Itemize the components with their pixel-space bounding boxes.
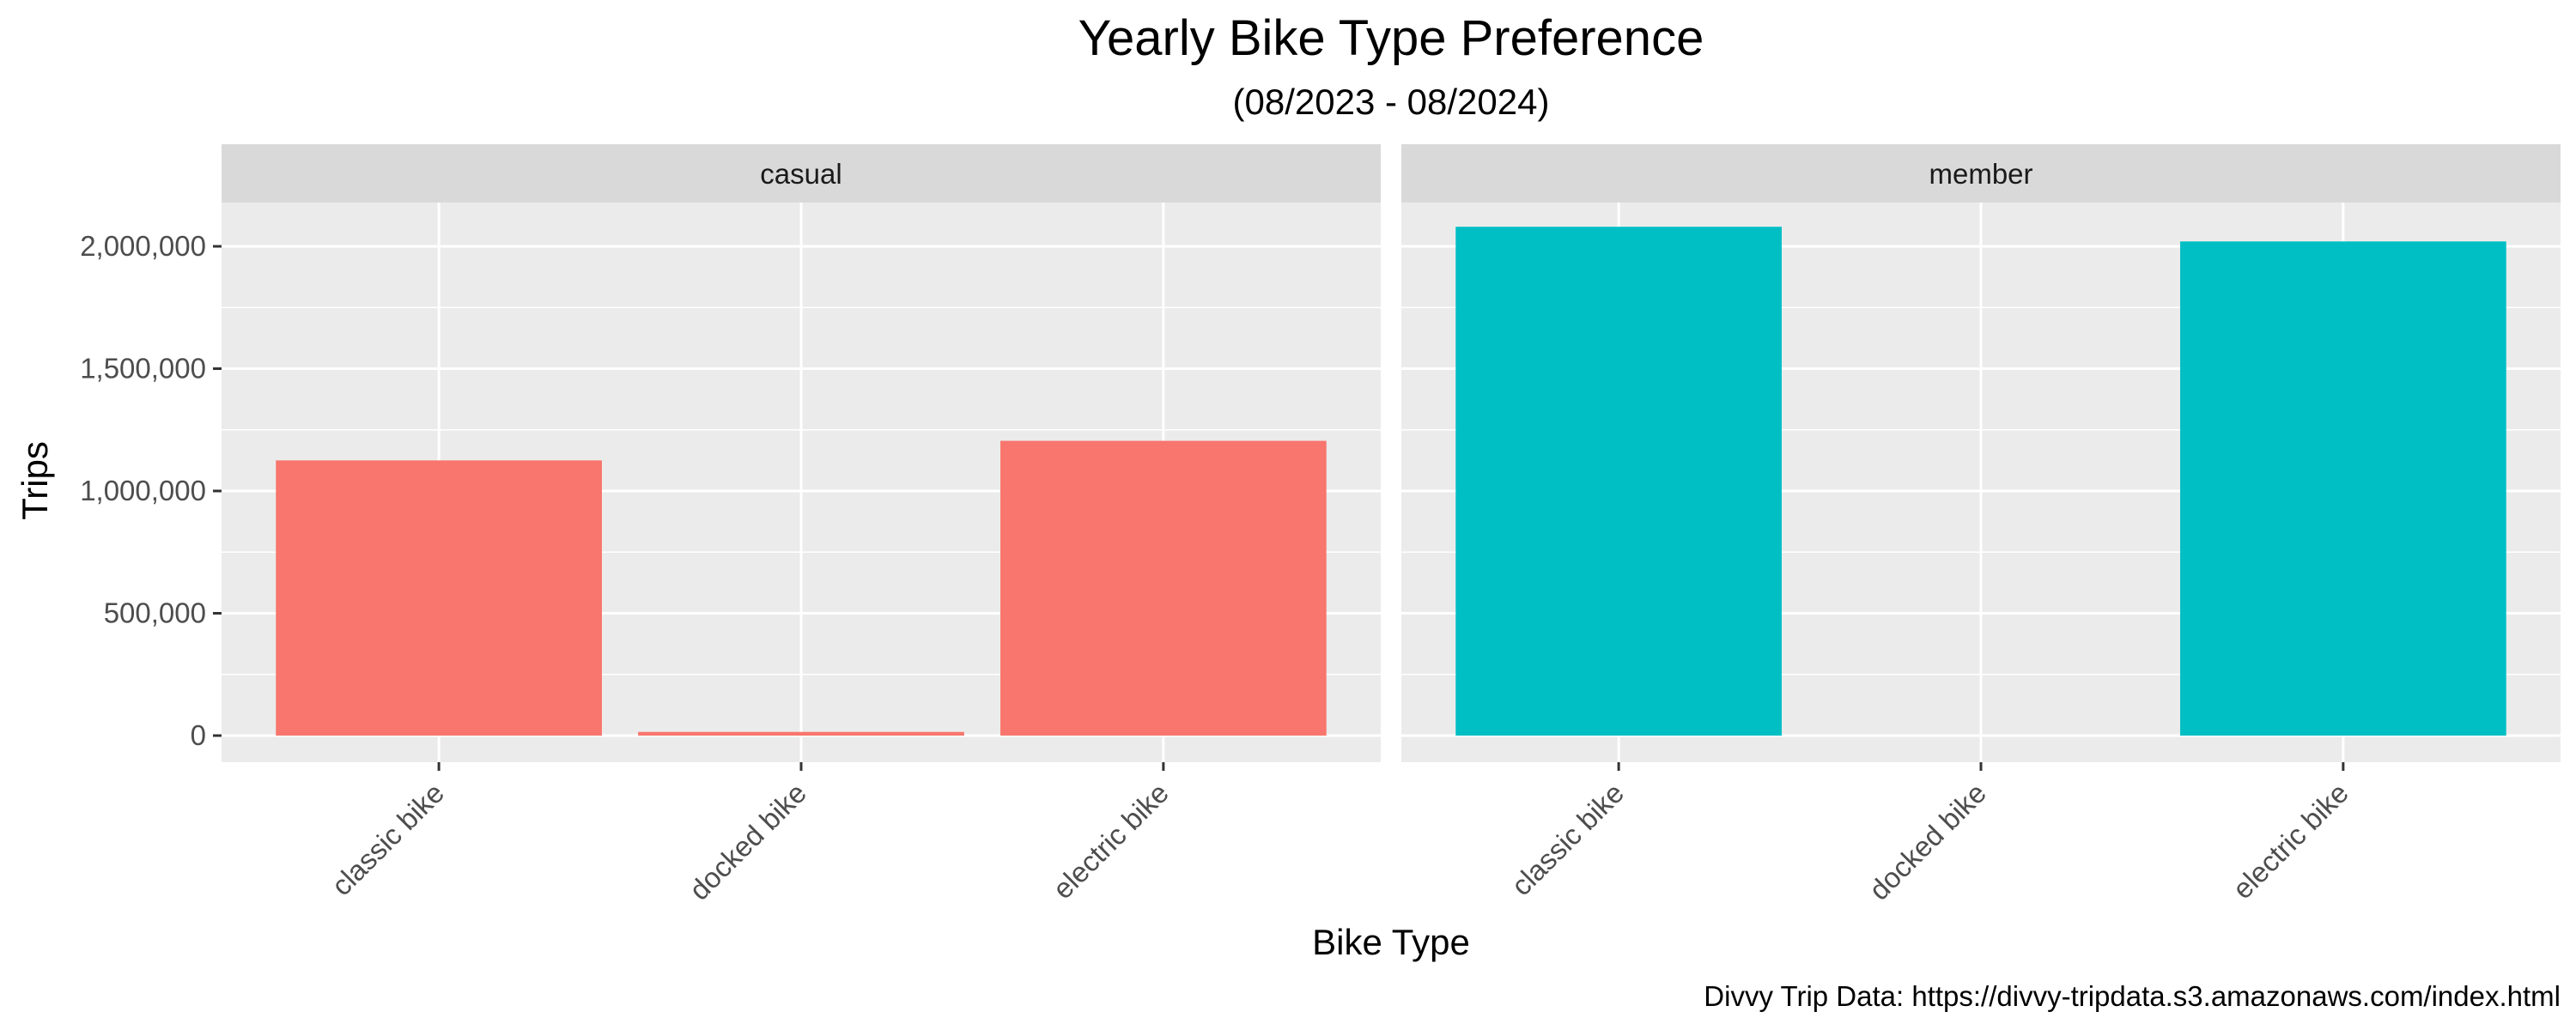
- x-tick-label: electric bike: [1047, 777, 1175, 905]
- y-tick-label: 500,000: [104, 597, 206, 629]
- x-tick-label: electric bike: [2227, 777, 2354, 905]
- x-tick-label: classic bike: [325, 777, 450, 901]
- x-tick-label: docked bike: [1862, 777, 1992, 906]
- bar-member-classic-bike: [1455, 227, 1782, 736]
- bar-casual-electric-bike: [1000, 440, 1327, 736]
- y-tick-label: 1,000,000: [80, 475, 206, 506]
- bar-casual-classic-bike: [276, 460, 602, 736]
- facet-strip: [222, 144, 1381, 203]
- facet-panel-member: member classic bike docked bike electric bi…: [1401, 144, 2561, 906]
- x-axis-title: Bike Type: [1312, 922, 1470, 962]
- chart-subtitle: (08/2023 - 08/2024): [1233, 82, 1550, 122]
- bar-member-electric-bike: [2180, 241, 2506, 736]
- y-tick-label: 0: [191, 719, 206, 751]
- facet-panel-casual: casual classic bike docked bike electric bi…: [222, 144, 1381, 906]
- y-axis-title: Trips: [15, 441, 55, 520]
- facet-strip-label: casual: [760, 158, 841, 190]
- facet-panels: casual classic bike docked bike electric bi…: [222, 144, 2561, 906]
- caption: Divvy Trip Data: https://divvy-tripdata.…: [1704, 980, 2561, 1012]
- x-tick-label: classic bike: [1505, 777, 1630, 901]
- bar-casual-docked-bike: [638, 731, 964, 736]
- x-tick-label: docked bike: [683, 777, 812, 906]
- y-axis: 0 500,000 1,000,000 1,500,000 2,000,000: [80, 230, 222, 751]
- facet-strip: [1401, 144, 2561, 203]
- facet-strip-label: member: [1929, 158, 2032, 190]
- chart-title: Yearly Bike Type Preference: [1078, 10, 1704, 66]
- y-tick-label: 2,000,000: [80, 230, 206, 262]
- y-tick-label: 1,500,000: [80, 353, 206, 385]
